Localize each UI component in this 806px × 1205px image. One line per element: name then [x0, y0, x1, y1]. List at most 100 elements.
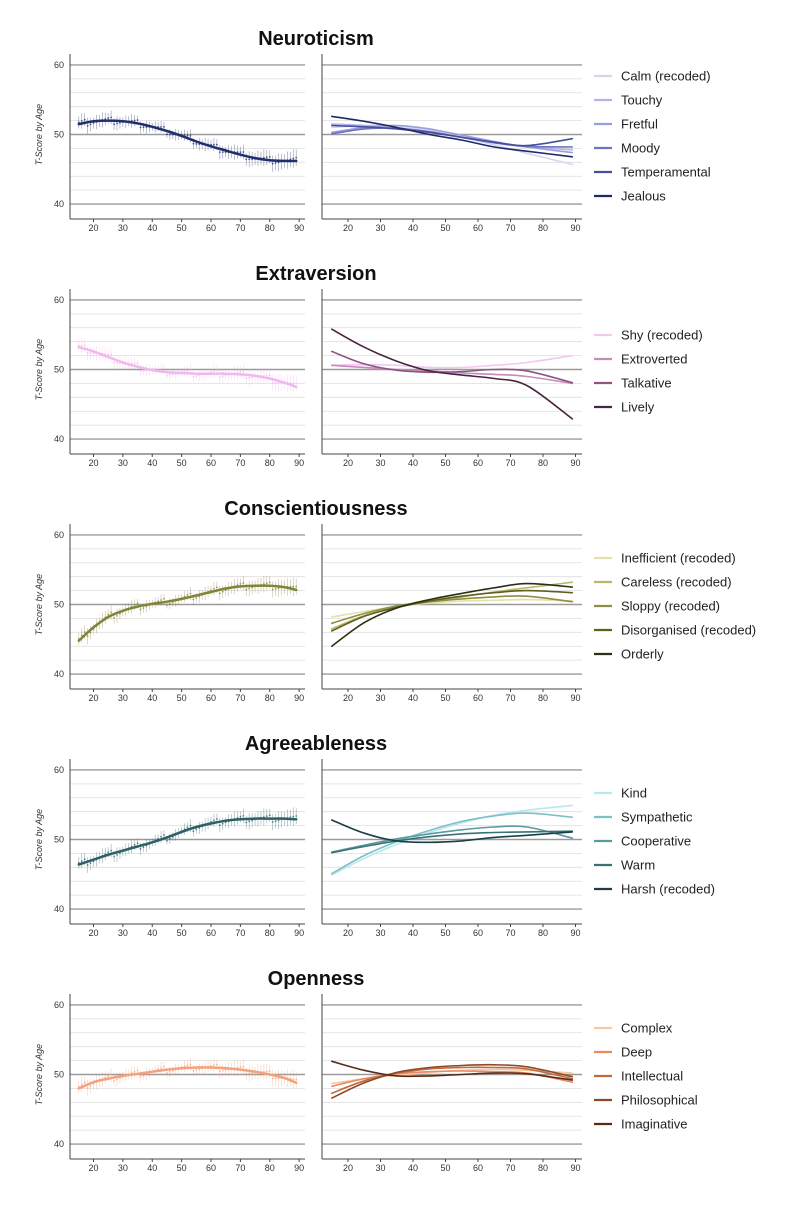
data-point — [248, 820, 251, 823]
legend-label: Kind — [621, 786, 647, 801]
series-line-item — [331, 819, 574, 844]
legend-label: Fretful — [621, 117, 658, 132]
data-point — [295, 585, 298, 588]
x-tick-label: 40 — [408, 1163, 418, 1173]
series-line-item — [331, 350, 574, 384]
series-line-item — [331, 1070, 574, 1088]
x-tick-label: 70 — [505, 928, 515, 938]
x-tick-label: 30 — [375, 928, 385, 938]
panel-openness: Openness T-Score by Age 20 30 40 50 60 70 80 90 40… — [34, 968, 698, 1173]
data-point — [133, 119, 136, 122]
data-point — [274, 1077, 277, 1080]
data-point — [265, 156, 268, 159]
data-point — [89, 352, 92, 354]
x-tick-label: 20 — [88, 928, 98, 938]
legend-label: Shy (recoded) — [621, 328, 703, 343]
legend-label: Intellectual — [621, 1069, 683, 1084]
panel-title: Conscientiousness — [224, 498, 407, 520]
data-point — [168, 837, 171, 840]
series-line-item — [331, 124, 574, 147]
data-point — [251, 819, 254, 822]
legend-label: Extroverted — [621, 352, 687, 367]
data-point — [265, 815, 268, 818]
data-point — [245, 158, 248, 161]
data-point — [242, 151, 245, 153]
data-point — [295, 382, 298, 385]
data-point — [80, 860, 83, 862]
data-point — [110, 611, 113, 614]
series-line-item — [331, 825, 574, 853]
data-point — [113, 361, 115, 364]
data-point — [292, 815, 295, 818]
data-point — [251, 586, 254, 589]
x-tick-label: 70 — [505, 693, 515, 703]
x-tick-label: 90 — [570, 928, 580, 938]
data-point — [268, 814, 271, 817]
data-point — [107, 1075, 110, 1078]
data-point — [242, 582, 245, 584]
data-point — [77, 344, 80, 347]
data-point — [157, 368, 160, 371]
x-tick-label: 70 — [235, 928, 245, 938]
x-tick-label: 50 — [177, 693, 187, 703]
series-line-overall — [77, 345, 298, 389]
data-point — [295, 1078, 298, 1081]
y-axis-label: T-Score by Age — [34, 574, 44, 635]
data-point — [110, 1073, 113, 1076]
data-point — [83, 858, 86, 861]
x-tick-label: 30 — [118, 223, 128, 233]
data-point — [189, 592, 192, 595]
x-tick-label: 70 — [235, 458, 245, 468]
x-tick-label: 20 — [88, 1163, 98, 1173]
x-tick-label: 50 — [177, 1163, 187, 1173]
data-point — [242, 1065, 245, 1068]
data-point — [166, 839, 168, 842]
y-axis-label: T-Score by Age — [34, 104, 44, 165]
data-point — [133, 1070, 136, 1073]
series-line-overall — [77, 119, 298, 163]
legend-label: Imaginative — [621, 1117, 687, 1132]
y-axis-label: T-Score by Age — [34, 809, 44, 870]
data-point — [186, 369, 189, 372]
series-line-item — [331, 1066, 574, 1095]
x-tick-label: 40 — [147, 458, 157, 468]
x-tick-label: 30 — [375, 1163, 385, 1173]
data-point — [274, 820, 277, 823]
x-tick-label: 40 — [408, 693, 418, 703]
data-point — [192, 142, 195, 145]
data-point — [119, 121, 121, 124]
data-point — [136, 119, 139, 121]
series-line-item — [331, 581, 574, 630]
data-point — [86, 1087, 89, 1089]
data-point — [107, 613, 110, 616]
data-point — [213, 1064, 215, 1067]
x-tick-label: 70 — [505, 223, 515, 233]
legend-label: Philosophical — [621, 1093, 698, 1108]
x-tick-label: 80 — [265, 1163, 275, 1173]
data-point — [271, 1077, 274, 1080]
data-point — [83, 631, 86, 633]
series-line-item — [331, 582, 574, 647]
data-point — [277, 587, 280, 590]
x-tick-label: 40 — [408, 458, 418, 468]
x-tick-label: 80 — [538, 693, 548, 703]
data-point — [89, 123, 92, 126]
data-point — [113, 616, 115, 619]
data-point — [242, 814, 245, 817]
data-point — [248, 1072, 251, 1075]
y-tick-label: 50 — [54, 835, 64, 845]
data-point — [89, 1085, 92, 1087]
data-point — [83, 118, 86, 121]
data-point — [116, 853, 118, 856]
x-tick-label: 50 — [440, 458, 450, 468]
data-point — [86, 124, 89, 127]
data-point — [271, 821, 274, 823]
data-point — [113, 1079, 115, 1082]
data-point — [218, 592, 221, 595]
x-tick-label: 40 — [147, 1163, 157, 1173]
data-point — [189, 824, 192, 827]
x-tick-label: 70 — [505, 1163, 515, 1173]
data-point — [163, 834, 165, 836]
data-point — [239, 151, 242, 154]
